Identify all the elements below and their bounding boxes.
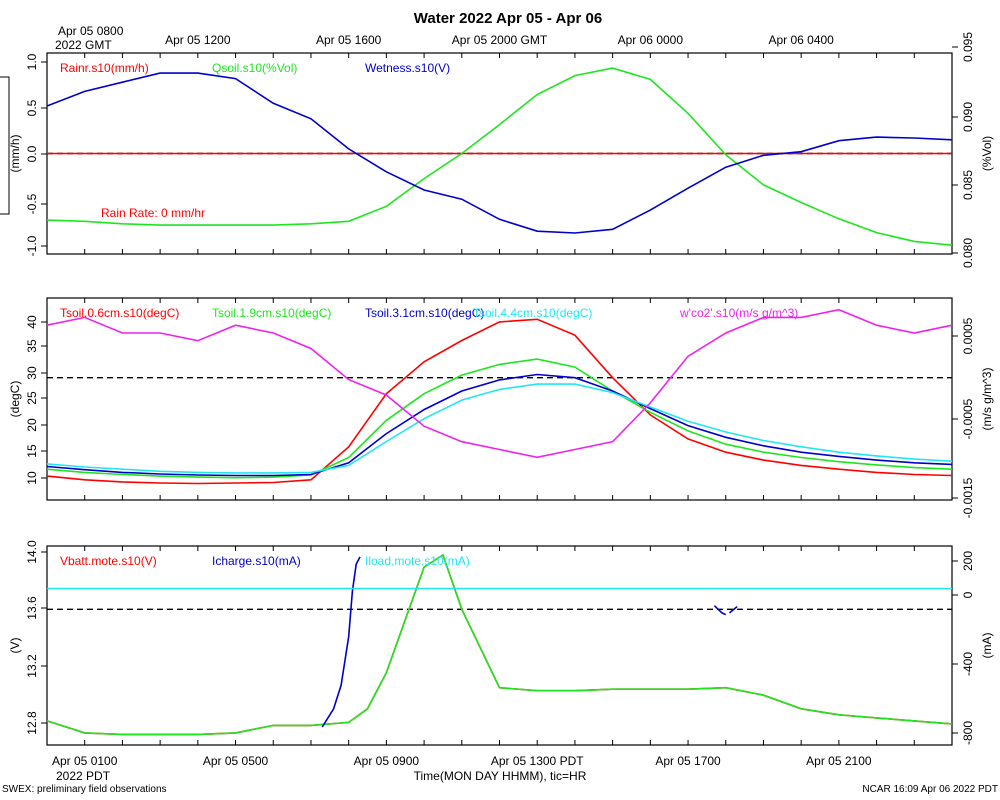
series-line-green [46, 358, 953, 479]
bottom-time-axis: Apr 05 0100 Apr 05 0500 Apr 05 0900 Apr 05 … [52, 754, 872, 768]
legend-blue: Wetness.s10(V) [365, 61, 450, 75]
y-tick-label-left: 25 [25, 391, 39, 405]
series-line-green [46, 553, 953, 736]
bottom-axis-tick-label: Apr 05 2100 [806, 754, 872, 768]
panel-power: 14.0 13.6 13.2 12.8 200 0 -400 -800 (V) (mA) Vbatt… [8, 540, 994, 746]
y-tick-label-right: 200 [961, 551, 975, 571]
y-tick-label-left: 0.5 [25, 99, 39, 116]
bottom-axis-tick-label: Apr 05 0100 [52, 754, 118, 768]
series-line-cyan [46, 383, 953, 474]
bottom-axis-tick-label: Apr 05 1300 PDT [491, 754, 584, 768]
left-edge-bracket [0, 76, 10, 215]
series-line-magenta [46, 308, 953, 459]
legend-magenta: w'co2'.s10(m/s g/m^3) [679, 306, 798, 320]
y-tick-label-left: 10 [25, 471, 39, 485]
bottom-axis-tick-label: Apr 05 0500 [203, 754, 269, 768]
y-tick-label-left: 40 [25, 315, 39, 329]
series-line-green [46, 67, 953, 246]
legend-red: Vbatt.mote.s10(V) [60, 554, 157, 568]
y-tick-label-left: 0.0 [25, 145, 39, 162]
series-line-blue [46, 72, 953, 234]
y-tick-label-left: 13.2 [25, 654, 39, 678]
y-tick-label-left: 35 [25, 339, 39, 353]
legend-red: Tsoil.0.6cm.s10(degC) [60, 306, 179, 320]
panel-frame [46, 545, 953, 746]
pdt-year-label: 2022 PDT [56, 769, 111, 783]
y-tick-label-right: -800 [961, 721, 975, 745]
y-tick-label-right: -0.0005 [961, 398, 975, 439]
legend-blue: Icharge.s10(mA) [212, 554, 301, 568]
legend-green: Tsoil.1.9cm.s10(degC) [212, 306, 331, 320]
footer-right-stamp: NCAR 16:09 Apr 06 2022 PDT [862, 784, 998, 795]
y-axis-label-left: (mm/h) [8, 135, 22, 173]
y-tick-label-left: -0.5 [25, 193, 39, 214]
top-axis-start-year: 2022 GMT [55, 38, 112, 52]
legend-green: Qsoil.s10(%Vol) [212, 61, 297, 75]
series-line-blue-1 [713, 605, 727, 616]
footer-left-note: SWEX: preliminary field observations [2, 784, 167, 795]
y-axis-label-right: (m/s g/m^3) [980, 368, 994, 431]
y-axis-label-right: (mA) [980, 633, 994, 659]
series-line-blue-2 [728, 605, 738, 614]
top-axis-tick-label: Apr 06 0400 [768, 33, 834, 47]
legend-blue: Tsoil.3.1cm.s10(degC) [365, 306, 484, 320]
top-axis-start-label: Apr 05 0800 [58, 24, 124, 38]
legend-red: Rainr.s10(mm/h) [60, 61, 149, 75]
y-tick-label-left: 13.6 [25, 596, 39, 620]
y-axis-label-left: (V) [8, 638, 22, 654]
y-axis-label-right: (%Vol) [980, 136, 994, 171]
y-tick-label-left: 20 [25, 418, 39, 432]
rain-rate-annotation: Rain Rate: 0 mm/hr [101, 206, 205, 220]
y-tick-label-left: 1.0 [25, 53, 39, 70]
y-tick-label-right: -400 [961, 652, 975, 676]
y-axis-label-left: (degC) [8, 381, 22, 418]
series-line-blue [46, 373, 953, 477]
y-tick-label-right: 0.090 [961, 102, 975, 132]
y-tick-label-left: -1.0 [25, 235, 39, 256]
series-line-blue-0 [321, 556, 361, 728]
y-tick-label-right: 0 [961, 591, 975, 598]
chart-title: Water 2022 Apr 05 - Apr 06 [414, 10, 602, 27]
bottom-axis-tick-label: Apr 05 1700 [655, 754, 721, 768]
top-axis-tick-label: Apr 05 1200 [165, 33, 231, 47]
y-tick-label-right: 0.095 [961, 32, 975, 62]
y-tick-label-left: 14.0 [25, 540, 39, 564]
legend-cyan: Tsoil.4.4cm.s10(degC) [473, 306, 592, 320]
y-tick-label-left: 15 [25, 444, 39, 458]
series-line-red [46, 318, 953, 485]
y-tick-label-left: 30 [25, 366, 39, 380]
legend-cyan: Iload.mote.s10(mA) [365, 554, 470, 568]
top-axis-tick-label: Apr 05 2000 GMT [452, 33, 548, 47]
top-axis-tick-label: Apr 06 0000 [618, 33, 684, 47]
series-line-red [46, 553, 953, 736]
panel-frame [46, 297, 953, 501]
y-tick-label-right: -0.0015 [961, 477, 975, 518]
y-tick-label-right: 0.0005 [961, 317, 975, 354]
y-tick-label-right: 0.080 [961, 238, 975, 268]
bottom-axis-tick-label: Apr 05 0900 [354, 754, 420, 768]
x-axis-label: Time(MON DAY HHMM), tic=HR [414, 769, 587, 783]
panel-water: 1.0 0.5 0.0 -0.5 -1.0 0.095 0.090 0.085 0.080 (mm… [8, 32, 994, 268]
y-tick-label-right: 0.085 [961, 170, 975, 200]
y-tick-label-left: 12.8 [25, 711, 39, 735]
top-axis-tick-label: Apr 05 1600 [316, 33, 382, 47]
panel-soil-temperature: 40 35 30 25 20 15 10 0.0005 -0.0005 -0.0015 (degC)… [8, 297, 994, 518]
